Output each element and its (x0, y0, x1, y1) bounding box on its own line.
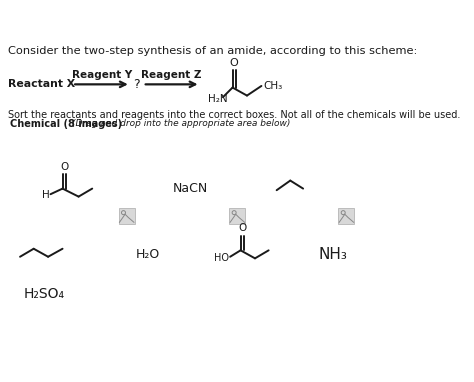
Text: O: O (60, 162, 68, 172)
Text: CH₃: CH₃ (263, 81, 282, 91)
Text: NaCN: NaCN (173, 182, 208, 195)
Text: (Drag and drop into the appropriate area below): (Drag and drop into the appropriate area… (72, 119, 291, 128)
Text: H₂SO₄: H₂SO₄ (24, 287, 65, 301)
Text: Sort the reactants and reagents into the correct boxes. Not all of the chemicals: Sort the reactants and reagents into the… (8, 110, 460, 120)
Text: Consider the two-step synthesis of an amide, according to this scheme:: Consider the two-step synthesis of an am… (8, 46, 418, 56)
Text: H₂O: H₂O (136, 248, 161, 261)
Text: Chemical (8 images): Chemical (8 images) (9, 119, 122, 129)
Bar (118, 208, 135, 224)
Text: NH₃: NH₃ (319, 247, 347, 262)
Text: O: O (230, 58, 238, 68)
Text: H: H (42, 190, 50, 200)
Bar (338, 208, 355, 224)
Text: Reagent Z: Reagent Z (141, 70, 202, 79)
Text: H₂N: H₂N (209, 94, 228, 104)
Text: Reagent Y: Reagent Y (72, 70, 132, 79)
Text: HO: HO (213, 253, 228, 263)
Text: O: O (238, 223, 246, 233)
Text: Reactant X: Reactant X (8, 79, 75, 89)
Text: ?: ? (133, 78, 140, 91)
Bar (229, 208, 246, 224)
